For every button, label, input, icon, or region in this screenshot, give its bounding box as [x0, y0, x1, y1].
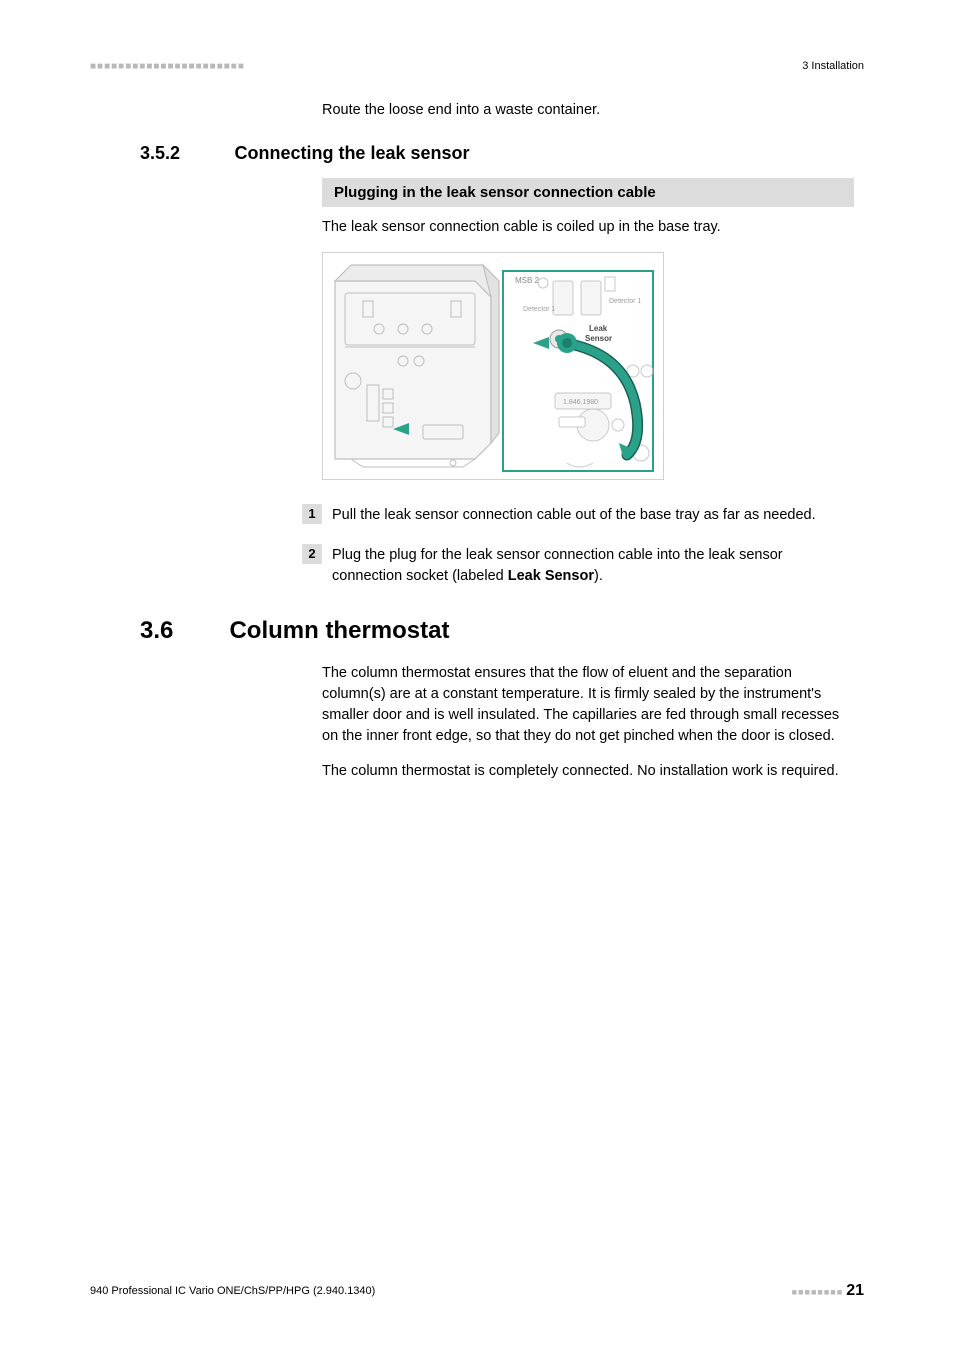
label-detector1: Detector 1 [609, 298, 641, 305]
label-box: 1.846.1980 [563, 399, 598, 406]
step-number: 1 [302, 504, 322, 524]
header-dashes: ■■■■■■■■■■■■■■■■■■■■■■ [90, 61, 245, 72]
step-1: 1 Pull the leak sensor connection cable … [302, 504, 854, 526]
device-diagram-svg: MSB 2 Detector 1 Detector 1 Leak Sensor … [323, 253, 664, 480]
main-section-number: 3.6 [140, 617, 225, 645]
page-header: ■■■■■■■■■■■■■■■■■■■■■■ 3 Installation [90, 60, 864, 72]
footer-left: 940 Professional IC Vario ONE/ChS/PP/HPG… [90, 1285, 375, 1297]
label-detector1-left: Detector 1 [523, 306, 555, 313]
main-paragraph-2: The column thermostat is completely conn… [322, 761, 854, 782]
intro-line: Route the loose end into a waste contain… [322, 100, 854, 121]
page-footer: 940 Professional IC Vario ONE/ChS/PP/HPG… [90, 1282, 864, 1300]
step-number: 2 [302, 544, 322, 564]
footer-page-number: 21 [846, 1282, 864, 1299]
band-caption: The leak sensor connection cable is coil… [322, 217, 854, 238]
footer-dashes: ■■■■■■■■ [792, 1287, 844, 1297]
step-2: 2 Plug the plug for the leak sensor conn… [302, 544, 854, 587]
main-section-heading: 3.6 Column thermostat [140, 617, 864, 645]
label-msb: MSB 2 [515, 276, 540, 285]
step-text-after: ). [594, 568, 603, 584]
subsection-title: Connecting the leak sensor [234, 143, 469, 163]
subsection-heading: 3.5.2 Connecting the leak sensor [140, 143, 864, 164]
procedure-title-band: Plugging in the leak sensor connection c… [322, 178, 854, 207]
step-text: Pull the leak sensor connection cable ou… [332, 504, 816, 526]
label-leak: Leak [589, 324, 608, 333]
header-chapter: 3 Installation [802, 60, 864, 72]
subsection-number: 3.5.2 [140, 143, 230, 164]
step-text: Plug the plug for the leak sensor connec… [332, 544, 854, 587]
main-section-title: Column thermostat [229, 617, 449, 644]
main-paragraph-1: The column thermostat ensures that the f… [322, 663, 854, 747]
leak-sensor-figure: MSB 2 Detector 1 Detector 1 Leak Sensor … [322, 252, 664, 480]
step-text-bold: Leak Sensor [508, 568, 594, 584]
label-sensor: Sensor [585, 334, 612, 343]
